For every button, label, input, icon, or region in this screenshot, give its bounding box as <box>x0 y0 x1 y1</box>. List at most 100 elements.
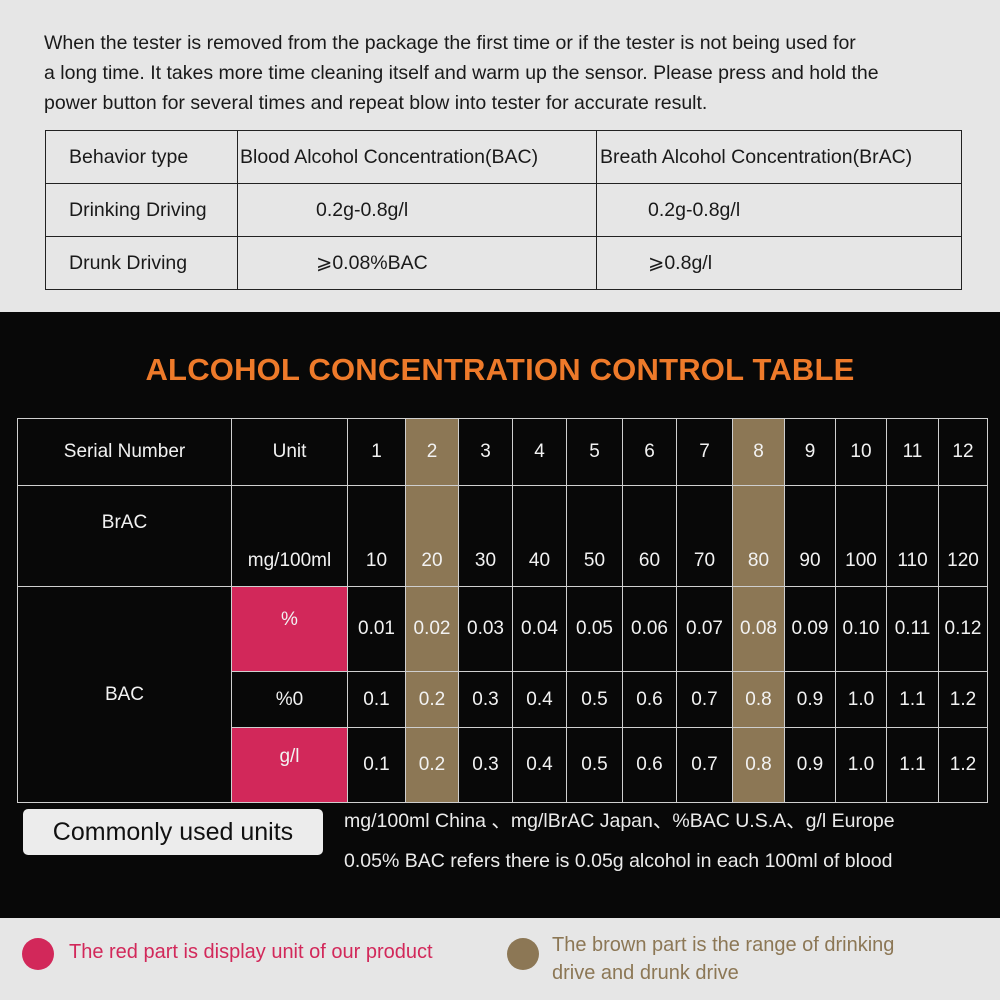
legend-red-text: The red part is display unit of our prod… <box>69 941 433 963</box>
bac-value-cell: 1.1 <box>886 671 939 728</box>
brac-value-cell: 110 <box>886 485 939 587</box>
bac-value-cell: 0.2 <box>405 671 459 728</box>
legend-brown-text: The brown part is the range of drinking … <box>552 931 894 987</box>
serial-number-cell: 8 <box>732 418 785 486</box>
intro-line: a long time. It takes more time cleaning… <box>44 62 879 84</box>
behavior-header-row: Behavior type Blood Alcohol Concentratio… <box>45 130 962 184</box>
control-table-title: ALCOHOL CONCENTRATION CONTROL TABLE <box>145 352 855 387</box>
behavior-row: Drunk Driving ⩾0.08%BAC ⩾0.8g/l <box>45 236 962 290</box>
intro-text: When the tester is removed from the pack… <box>44 28 974 118</box>
brac-value-cell: 90 <box>784 485 836 587</box>
units-line: 0.05% BAC refers there is 0.05g alcohol … <box>344 850 893 872</box>
bac-value-cell: 0.2 <box>405 727 459 803</box>
bac-value-cell: 0.9 <box>784 727 836 803</box>
units-line: mg/100ml China 、mg/lBrAC Japan、%BAC U.S.… <box>344 810 895 832</box>
bac-value-cell: 1.0 <box>835 727 887 803</box>
bac-value-cell: 0.12 <box>938 586 988 672</box>
bac-unit-permille: %0 <box>231 671 348 728</box>
serial-number-cell: 10 <box>835 418 887 486</box>
common-units-text: mg/100ml China 、mg/lBrAC Japan、%BAC U.S.… <box>344 801 895 881</box>
bac-value-cell: 0.05 <box>566 586 623 672</box>
brown-dot-icon <box>507 938 539 970</box>
behavior-cell: Drunk Driving <box>45 236 238 290</box>
bac-row-percent: BAC % 0.01 0.02 0.03 0.04 0.05 0.06 0.07 0.08 0.… <box>17 586 988 803</box>
behavior-row: Drinking Driving 0.2g-0.8g/l 0.2g-0.8g/l <box>45 183 962 237</box>
bac-value-cell: 0.5 <box>566 727 623 803</box>
bac-value-cell: 0.6 <box>622 727 677 803</box>
serial-number-cell: 1 <box>347 418 406 486</box>
bac-value-cell: 0.01 <box>347 586 406 672</box>
bac-label: BAC <box>17 586 232 803</box>
behavior-header-cell: Breath Alcohol Concentration(BrAC) <box>596 130 962 184</box>
bac-value-cell: 0.06 <box>622 586 677 672</box>
serial-row: Serial Number Unit 1 2 3 4 5 6 7 8 9 10 11 12 <box>17 418 988 486</box>
brac-value-cell: 60 <box>622 485 677 587</box>
control-table: Serial Number Unit 1 2 3 4 5 6 7 8 9 10 11 12 BrAC … <box>17 418 988 803</box>
brac-value-cell: 100 <box>835 485 887 587</box>
intro-line: power button for several times and repea… <box>44 92 708 114</box>
serial-number-cell: 6 <box>622 418 677 486</box>
bac-value-cell: 0.8 <box>732 727 785 803</box>
bac-row-gl: g/l 0.1 0.2 0.3 0.4 0.5 0.6 0.7 0.8 0.9 1.0 1.1 1.2 <box>18 727 988 803</box>
serial-number-cell: 9 <box>784 418 836 486</box>
red-dot-icon <box>22 938 54 970</box>
behavior-cell: 0.2g-0.8g/l <box>237 183 597 237</box>
intro-line: When the tester is removed from the pack… <box>44 32 856 54</box>
bac-value-cell: 0.4 <box>512 727 567 803</box>
bac-value-cell: 0.1 <box>347 727 406 803</box>
bac-value-cell: 0.8 <box>732 671 785 728</box>
behavior-header-cell: Behavior type <box>45 130 238 184</box>
unit-label: Unit <box>231 418 348 486</box>
bac-unit-gl: g/l <box>231 727 348 803</box>
serial-number-cell: 5 <box>566 418 623 486</box>
serial-number-cell: 11 <box>886 418 939 486</box>
serial-number-cell: 7 <box>676 418 733 486</box>
bac-row-permille: %0 0.1 0.2 0.3 0.4 0.5 0.6 0.7 0.8 0.9 1.0 1.1 1.2 <box>18 671 988 728</box>
brac-label: BrAC <box>17 485 232 587</box>
bac-value-cell: 0.10 <box>835 586 887 672</box>
brac-value-cell: 30 <box>458 485 513 587</box>
control-section: ALCOHOL CONCENTRATION CONTROL TABLE Seri… <box>0 312 1000 918</box>
bac-value-cell: 1.2 <box>938 727 988 803</box>
behavior-header-cell: Blood Alcohol Concentration(BAC) <box>237 130 597 184</box>
brac-value-cell: 120 <box>938 485 988 587</box>
common-units-badge: Commonly used units <box>23 809 323 855</box>
brac-row: BrAC mg/100ml 10 20 30 40 50 60 70 80 90 100 110 12… <box>17 485 988 587</box>
bac-value-cell: 0.11 <box>886 586 939 672</box>
bac-value-cell: 0.02 <box>405 586 459 672</box>
bac-value-cell: 0.3 <box>458 727 513 803</box>
behavior-cell: Drinking Driving <box>45 183 238 237</box>
bac-value-cell: 1.2 <box>938 671 988 728</box>
legend-brown-line: drive and drunk drive <box>552 962 739 984</box>
brac-value-cell: 50 <box>566 485 623 587</box>
bac-value-cell: 0.3 <box>458 671 513 728</box>
bac-value-cell: 0.04 <box>512 586 567 672</box>
bac-value-cell: 0.09 <box>784 586 836 672</box>
serial-label: Serial Number <box>17 418 232 486</box>
bac-unit-percent: % <box>231 586 348 672</box>
bac-value-cell: 0.07 <box>676 586 733 672</box>
bac-value-cell: 0.4 <box>512 671 567 728</box>
bac-value-cell: 1.1 <box>886 727 939 803</box>
brac-value-cell: 10 <box>347 485 406 587</box>
serial-number-cell: 4 <box>512 418 567 486</box>
brac-value-cell: 20 <box>405 485 459 587</box>
behavior-table: Behavior type Blood Alcohol Concentratio… <box>45 130 962 290</box>
bac-value-cell: 0.03 <box>458 586 513 672</box>
serial-number-cell: 12 <box>938 418 988 486</box>
brac-value-cell: 70 <box>676 485 733 587</box>
behavior-cell: ⩾0.8g/l <box>596 236 962 290</box>
bac-value-cell: 0.08 <box>732 586 785 672</box>
bac-value-cell: 1.0 <box>835 671 887 728</box>
serial-number-cell: 3 <box>458 418 513 486</box>
bac-value-cell: 0.7 <box>676 727 733 803</box>
bac-value-cell: 0.5 <box>566 671 623 728</box>
brac-value-cell: 80 <box>732 485 785 587</box>
brac-value-cell: 40 <box>512 485 567 587</box>
behavior-cell: 0.2g-0.8g/l <box>596 183 962 237</box>
bac-value-cell: 0.7 <box>676 671 733 728</box>
bac-value-cell: 0.1 <box>347 671 406 728</box>
brac-unit: mg/100ml <box>231 485 348 587</box>
serial-number-cell: 2 <box>405 418 459 486</box>
bac-value-cell: 0.6 <box>622 671 677 728</box>
